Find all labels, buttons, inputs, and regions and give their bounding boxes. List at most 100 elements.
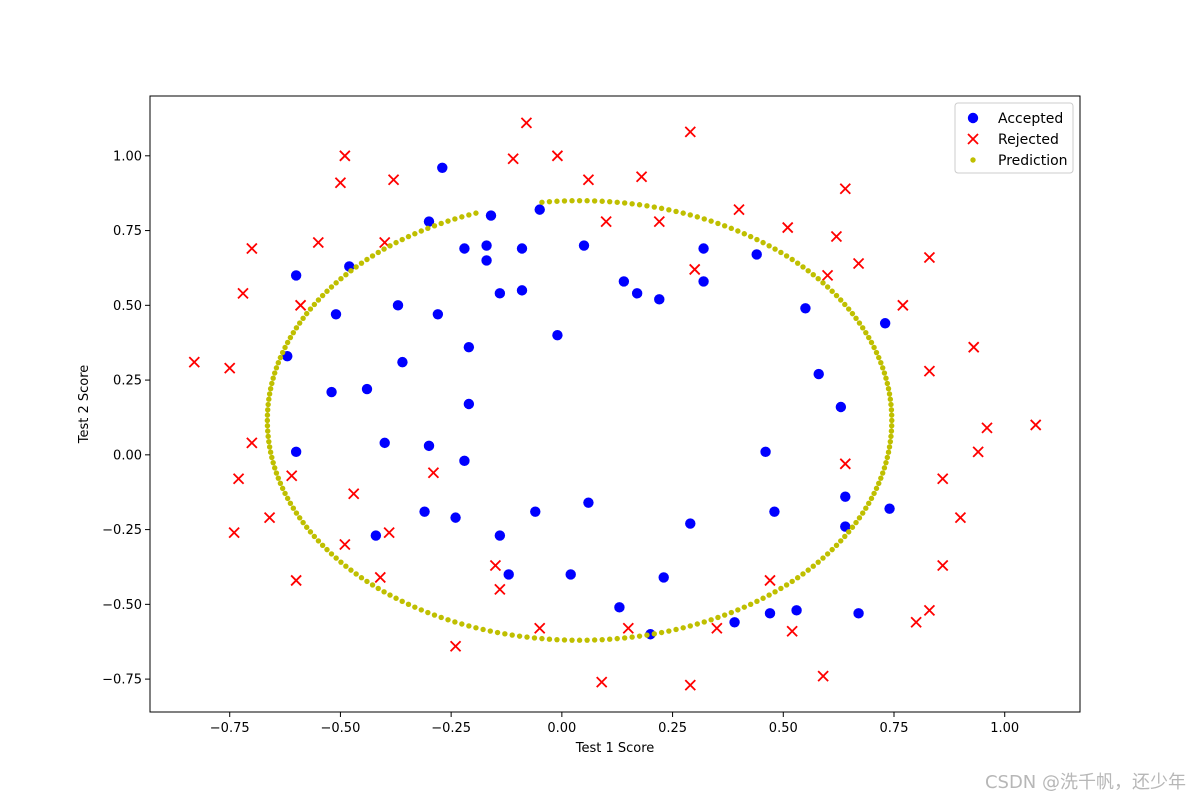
legend-box bbox=[954, 102, 1074, 174]
prediction-point bbox=[282, 344, 288, 351]
accepted-point bbox=[884, 503, 895, 514]
prediction-point bbox=[880, 365, 886, 371]
rejected-point bbox=[383, 526, 395, 539]
prediction-point bbox=[358, 575, 365, 581]
prediction-point bbox=[266, 438, 272, 445]
prediction-point bbox=[863, 505, 869, 511]
prediction-point bbox=[569, 198, 575, 204]
accepted-point bbox=[516, 243, 528, 254]
rejected-point bbox=[910, 616, 922, 628]
prediction-point bbox=[747, 233, 754, 240]
prediction-point bbox=[860, 325, 866, 331]
prediction-point bbox=[516, 633, 523, 639]
prediction-point bbox=[673, 208, 679, 215]
prediction-point bbox=[673, 626, 679, 633]
prediction-point bbox=[272, 465, 278, 471]
rejected-point bbox=[821, 269, 834, 282]
accepted-point bbox=[494, 288, 506, 299]
prediction-point bbox=[687, 623, 693, 629]
prediction-point bbox=[466, 623, 472, 629]
prediction-point bbox=[805, 268, 811, 274]
accepted-point bbox=[450, 512, 461, 523]
prediction-point bbox=[393, 239, 399, 246]
prediction-point bbox=[307, 306, 314, 312]
prediction-point bbox=[860, 510, 866, 516]
prediction-point bbox=[794, 575, 801, 581]
prediction-point bbox=[311, 301, 318, 308]
prediction-point bbox=[878, 475, 884, 481]
rejected-point bbox=[232, 473, 245, 485]
rejected-point bbox=[923, 251, 936, 264]
prediction-point bbox=[838, 297, 844, 303]
x-axis-label: Test 1 Score bbox=[575, 741, 655, 756]
prediction-point bbox=[800, 571, 806, 577]
rejected-point bbox=[954, 511, 967, 524]
prediction-point bbox=[680, 210, 686, 216]
prediction-point bbox=[265, 401, 271, 408]
rejected-point bbox=[534, 622, 546, 634]
prediction-point bbox=[800, 264, 806, 270]
prediction-point bbox=[876, 354, 882, 361]
prediction-point bbox=[300, 519, 306, 526]
prediction-point bbox=[614, 635, 620, 642]
accepted-point bbox=[516, 285, 528, 296]
accepted-point bbox=[397, 356, 408, 368]
rejected-point bbox=[551, 150, 564, 162]
prediction-point bbox=[636, 633, 643, 639]
prediction-point bbox=[778, 585, 784, 592]
prediction-point bbox=[789, 256, 795, 263]
prediction-point bbox=[789, 578, 795, 585]
plot-area bbox=[188, 117, 1042, 691]
prediction-point bbox=[311, 533, 318, 540]
accepted-point bbox=[685, 518, 696, 529]
rejected-point bbox=[339, 150, 351, 162]
prediction-point bbox=[766, 243, 772, 249]
prediction-point bbox=[293, 325, 300, 331]
x-tick-label: 0.75 bbox=[880, 721, 909, 736]
prediction-point bbox=[886, 391, 893, 397]
prediction-point bbox=[273, 365, 280, 371]
prediction-point bbox=[820, 280, 826, 286]
prediction-point bbox=[275, 360, 282, 366]
accepted-point bbox=[813, 368, 824, 380]
rejected-point bbox=[582, 174, 595, 186]
prediction-point bbox=[829, 546, 835, 553]
y-tick-label: 0.00 bbox=[113, 448, 142, 463]
prediction-point bbox=[353, 264, 359, 270]
prediction-point bbox=[666, 628, 672, 634]
rejected-point bbox=[622, 622, 634, 634]
prediction-point bbox=[888, 423, 895, 429]
prediction-point bbox=[888, 428, 895, 434]
x-tick-label: 1.00 bbox=[990, 721, 1019, 736]
prediction-point bbox=[287, 334, 294, 341]
prediction-point bbox=[636, 202, 643, 208]
rejected-point bbox=[507, 153, 519, 165]
prediction-point bbox=[266, 444, 273, 450]
legend-marker bbox=[970, 157, 976, 163]
rejected-point bbox=[246, 242, 258, 255]
rejected-point bbox=[937, 473, 949, 485]
prediction-point bbox=[856, 515, 863, 521]
prediction-point bbox=[833, 292, 840, 299]
prediction-point bbox=[760, 239, 766, 246]
prediction-point bbox=[353, 571, 359, 577]
prediction-point bbox=[599, 636, 605, 643]
legend-entry: Rejected bbox=[967, 132, 1059, 148]
rejected-point bbox=[852, 257, 865, 270]
prediction-point bbox=[805, 567, 811, 573]
prediction-point bbox=[842, 533, 848, 540]
prediction-point bbox=[293, 510, 300, 516]
prediction-point bbox=[794, 260, 801, 266]
prediction-point bbox=[387, 243, 393, 249]
rejected-point bbox=[228, 526, 240, 539]
prediction-point bbox=[364, 256, 370, 263]
prediction-point bbox=[273, 470, 280, 476]
prediction-point bbox=[282, 490, 288, 497]
prediction-point bbox=[853, 519, 859, 526]
rejected-point bbox=[786, 625, 798, 637]
prediction-point bbox=[502, 631, 508, 637]
prediction-point bbox=[866, 500, 872, 507]
accepted-point bbox=[330, 309, 342, 320]
rejected-point bbox=[374, 571, 386, 584]
prediction-point bbox=[569, 637, 575, 643]
